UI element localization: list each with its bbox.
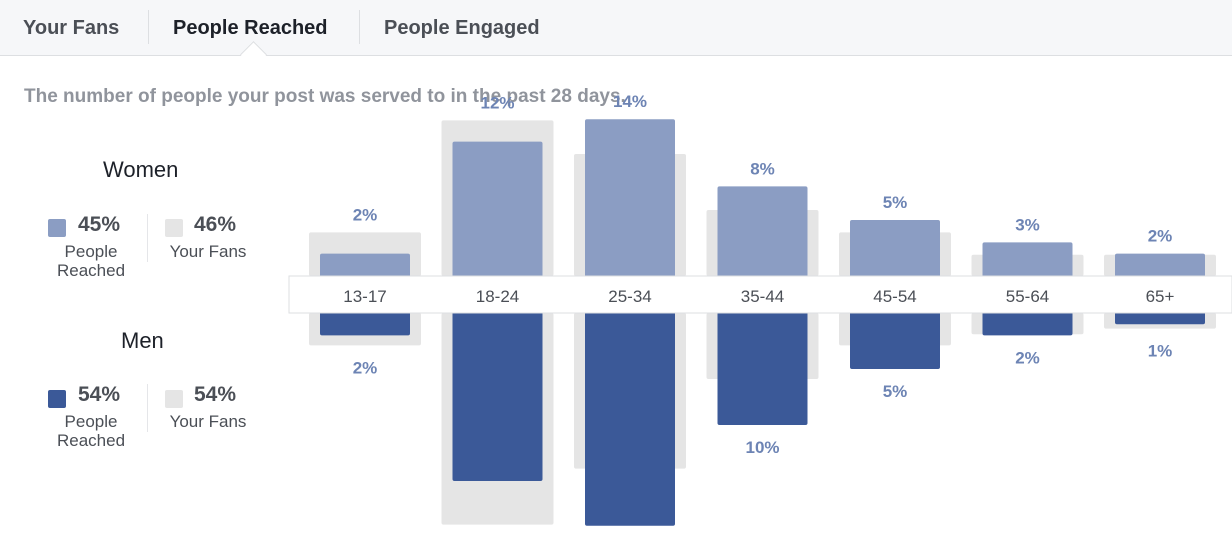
men-reached-bar bbox=[717, 311, 808, 425]
men-reached-pct: 54% bbox=[78, 383, 121, 406]
age-tick-label: 13-17 bbox=[343, 287, 386, 306]
tab-bar: Your Fans People Reached People Engaged bbox=[0, 0, 1232, 68]
age-tick-label: 25-34 bbox=[608, 287, 651, 306]
men-reached-bar bbox=[320, 311, 410, 336]
men-reached-bar bbox=[452, 311, 543, 481]
tab-your-fans[interactable]: Your Fans bbox=[23, 17, 120, 39]
age-tick-label: 35-44 bbox=[741, 287, 784, 306]
age-tick-label: 65+ bbox=[1146, 287, 1175, 306]
women-reached-bar bbox=[585, 119, 675, 278]
legend-divider bbox=[147, 384, 148, 432]
women-value-label: 12% bbox=[480, 93, 514, 112]
women-reached-bar bbox=[717, 186, 808, 278]
women-value-label: 5% bbox=[883, 193, 908, 212]
men-reached-swatch bbox=[48, 390, 66, 408]
men-value-label: 2% bbox=[353, 358, 378, 377]
age-axis-band bbox=[288, 275, 1232, 314]
tab-people-engaged[interactable]: People Engaged bbox=[384, 17, 540, 39]
men-reached-bar bbox=[850, 311, 940, 369]
women-reached-bar bbox=[452, 141, 543, 278]
tab-divider bbox=[148, 10, 149, 44]
men-reached-bar bbox=[1115, 311, 1205, 325]
men-reached-bar bbox=[982, 311, 1073, 336]
men-title: Men bbox=[121, 328, 164, 353]
men-reached-bar bbox=[585, 311, 675, 526]
age-tick-label: 55-64 bbox=[1006, 287, 1049, 306]
reached-label-line1: People bbox=[64, 242, 118, 261]
women-reached-bar bbox=[320, 253, 410, 278]
men-fans-label: Your Fans bbox=[169, 412, 247, 431]
tab-people-reached[interactable]: People Reached bbox=[173, 17, 328, 39]
women-value-label: 14% bbox=[613, 92, 647, 111]
women-value-label: 2% bbox=[1148, 227, 1173, 246]
women-reached-swatch bbox=[48, 219, 66, 237]
chart-description: The number of people your post was serve… bbox=[24, 86, 626, 107]
age-tick-label: 18-24 bbox=[476, 287, 519, 306]
age-tick-label: 45-54 bbox=[873, 287, 916, 306]
reached-label-line2: Reached bbox=[56, 261, 126, 280]
women-fans-pct: 46% bbox=[194, 213, 237, 236]
men-value-label: 5% bbox=[883, 382, 908, 401]
men-fans-swatch bbox=[165, 390, 183, 408]
women-fans-label: Your Fans bbox=[169, 242, 247, 261]
women-reached-bar bbox=[1115, 253, 1205, 278]
women-reached-bar bbox=[982, 242, 1073, 278]
women-reached-pct: 45% bbox=[78, 213, 121, 236]
women-title: Women bbox=[103, 157, 179, 182]
legend-divider bbox=[147, 214, 148, 262]
men-value-label: 10% bbox=[745, 438, 779, 457]
men-value-label: 1% bbox=[1148, 342, 1173, 361]
men-fans-pct: 54% bbox=[194, 383, 237, 406]
women-fans-swatch bbox=[165, 219, 183, 237]
men-reached-label: People Reached bbox=[42, 412, 140, 450]
reached-label-line2: Reached bbox=[56, 431, 126, 450]
men-value-label: 2% bbox=[1015, 348, 1040, 367]
reached-label-line1: People bbox=[64, 412, 118, 431]
women-reached-label: People Reached bbox=[42, 242, 140, 280]
women-value-label: 8% bbox=[750, 159, 775, 178]
women-value-label: 3% bbox=[1015, 215, 1040, 234]
tab-divider bbox=[359, 10, 360, 44]
women-value-label: 2% bbox=[353, 205, 378, 224]
women-reached-bar bbox=[850, 220, 940, 278]
